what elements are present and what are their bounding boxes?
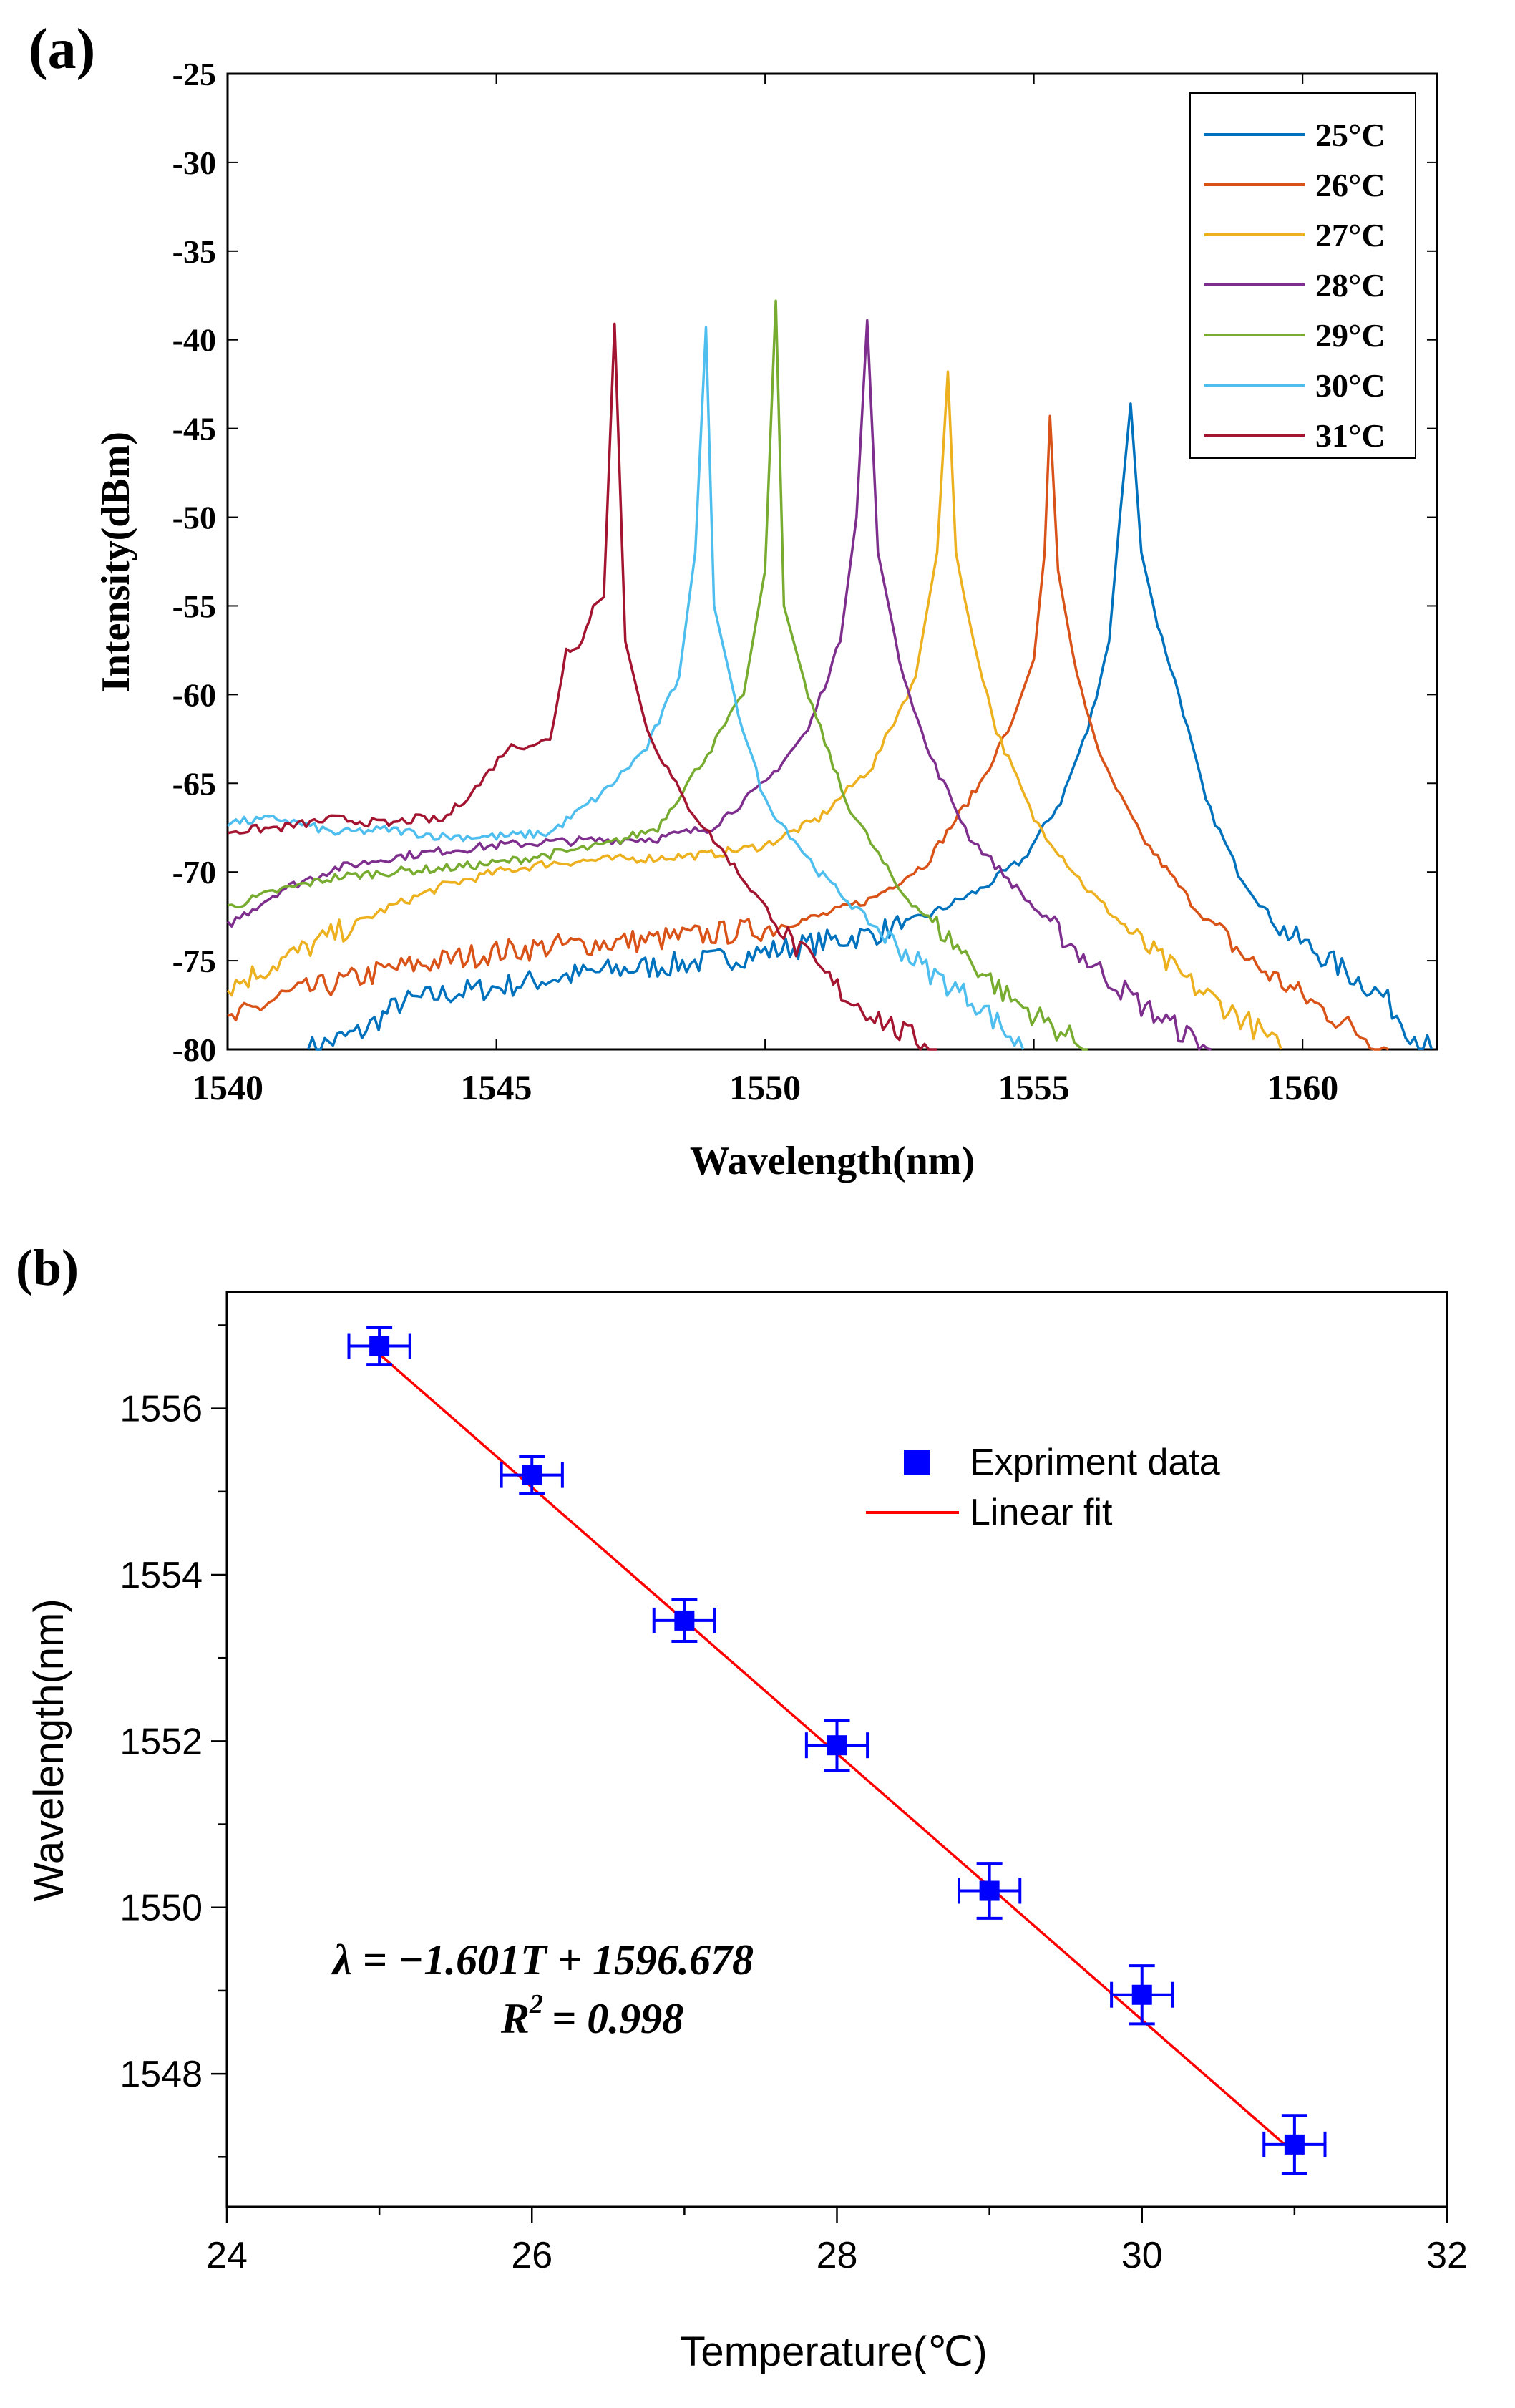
y-tick-label-a: -40 bbox=[172, 322, 216, 359]
legend-a: 25°C 26°C 27°C 28°C 29°C 30°C 31°C bbox=[1189, 92, 1416, 459]
y-tick-label-a: -30 bbox=[172, 145, 216, 181]
panel-b: (b) 24 26 28 30 32 1548 1550 1552 1554 1556 Expri… bbox=[16, 1239, 1468, 2375]
data-marker bbox=[674, 1610, 695, 1631]
legend-a-label: 30°C bbox=[1315, 367, 1385, 404]
y-tick-label-b: 1556 bbox=[120, 1389, 203, 1430]
x-tick-label-a: 1540 bbox=[192, 1067, 263, 1107]
y-tick-label-a: -75 bbox=[172, 943, 216, 979]
y-tick-label-a: -60 bbox=[172, 676, 216, 713]
data-marker bbox=[1131, 1984, 1152, 2005]
x-tick-label-a: 1550 bbox=[729, 1067, 801, 1107]
series-a-25c bbox=[307, 402, 1433, 1051]
r-squared-symbol: R bbox=[500, 1995, 530, 2042]
y-tick-label-a: -45 bbox=[172, 411, 216, 447]
x-axis-label-b: Temperature(℃) bbox=[680, 2329, 987, 2375]
data-point bbox=[652, 1598, 716, 1643]
r-squared-value: = 0.998 bbox=[552, 1995, 683, 2042]
data-point bbox=[958, 1862, 1022, 1920]
y-tick-label-b: 1548 bbox=[120, 2054, 203, 2095]
x-tick-label-b: 30 bbox=[1121, 2235, 1163, 2276]
data-point bbox=[804, 1719, 869, 1772]
x-axis-label-a: Wavelength(nm) bbox=[690, 1139, 975, 1183]
x-tick-label-b: 24 bbox=[206, 2235, 248, 2276]
legend-a-label: 28°C bbox=[1315, 267, 1385, 304]
panel-b-label: (b) bbox=[16, 1239, 79, 1296]
series-a-27c bbox=[226, 370, 1282, 1050]
panel-a: (a) 1540 1545 1550 1555 1560 -80 -75 -70 -65 -60 -… bbox=[29, 18, 1438, 1183]
legend-b-marker bbox=[904, 1450, 930, 1475]
y-axis-label-b: Wavelength(nm) bbox=[26, 1598, 72, 1901]
x-tick-label-a: 1555 bbox=[998, 1067, 1070, 1107]
legend-a-label: 25°C bbox=[1315, 117, 1385, 153]
legend-a-label: 26°C bbox=[1315, 167, 1385, 203]
x-tick-label-a: 1545 bbox=[461, 1067, 532, 1107]
y-tick-label-a: -25 bbox=[172, 56, 216, 92]
series-a-29c bbox=[227, 299, 1088, 1051]
y-tick-label-a: -55 bbox=[172, 588, 216, 624]
equation-annotation: λ = −1.601T + 1596.678 bbox=[331, 1936, 754, 1984]
legend-b: Expriment data Linear fit bbox=[866, 1442, 1220, 1533]
data-marker bbox=[1284, 2134, 1305, 2155]
data-point bbox=[500, 1455, 564, 1495]
series-a-31c bbox=[227, 322, 937, 1051]
data-point bbox=[1110, 1964, 1174, 2026]
x-tick-label-b: 26 bbox=[511, 2235, 552, 2276]
plot-a-frame bbox=[226, 72, 1438, 1051]
panel-a-label: (a) bbox=[29, 18, 95, 81]
r-squared-exponent: 2 bbox=[529, 1989, 543, 2019]
y-axis-label-a: Intensity(dBm) bbox=[94, 432, 138, 692]
y-tick-label-b: 1554 bbox=[120, 1555, 203, 1596]
x-tick-label-a: 1560 bbox=[1267, 1067, 1338, 1107]
data-marker bbox=[827, 1735, 847, 1756]
y-tick-label-b: 1552 bbox=[120, 1721, 203, 1762]
legend-a-label: 29°C bbox=[1315, 317, 1385, 354]
legend-b-marker-label: Expriment data bbox=[970, 1442, 1220, 1483]
y-tick-label-a: -35 bbox=[172, 233, 216, 270]
y-tick-label-a: -50 bbox=[172, 500, 216, 536]
data-marker bbox=[522, 1465, 542, 1485]
data-marker bbox=[979, 1880, 1000, 1901]
series-a-28c bbox=[226, 319, 1212, 1051]
legend-a-box bbox=[1189, 92, 1416, 459]
legend-a-label: 31°C bbox=[1315, 417, 1385, 454]
y-tick-label-a: -70 bbox=[172, 854, 216, 890]
data-marker bbox=[369, 1336, 390, 1356]
series-a-26c bbox=[227, 414, 1390, 1051]
y-tick-label-a: -65 bbox=[172, 765, 216, 802]
y-tick-label-a: -80 bbox=[172, 1031, 216, 1068]
y-tick-label-b: 1550 bbox=[120, 1888, 203, 1929]
r-squared-annotation: R2 = 0.998 bbox=[500, 1989, 683, 2042]
x-tick-label-b: 28 bbox=[817, 2235, 858, 2276]
data-point bbox=[347, 1326, 411, 1366]
series-a-30c bbox=[226, 326, 1025, 1050]
legend-b-line-label: Linear fit bbox=[970, 1492, 1113, 1533]
x-tick-label-b: 32 bbox=[1426, 2235, 1468, 2276]
data-point bbox=[1262, 2114, 1327, 2175]
legend-a-label: 27°C bbox=[1315, 217, 1385, 253]
